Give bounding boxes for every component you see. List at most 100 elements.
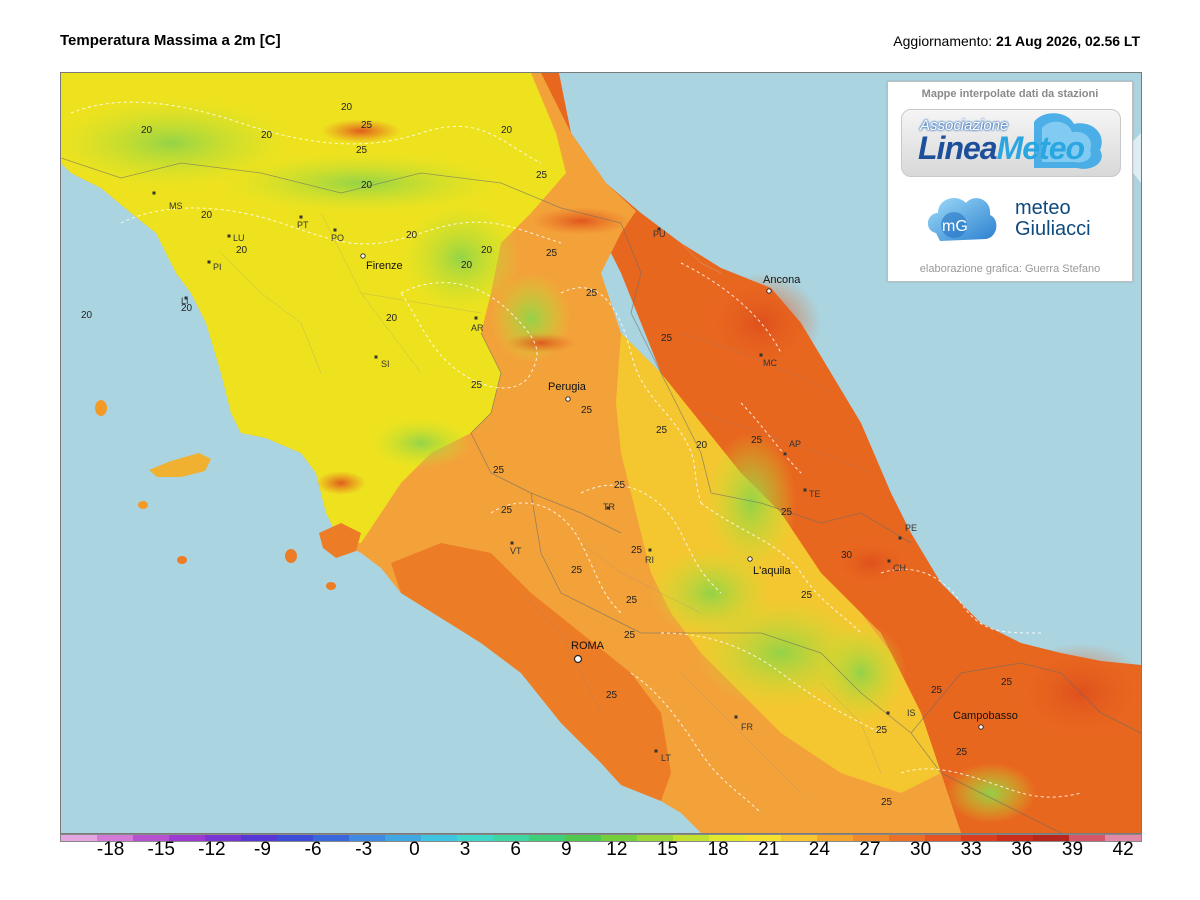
colorbar-swatch bbox=[853, 835, 889, 841]
isotherm-label: 25 bbox=[581, 405, 593, 416]
cool-zone-majella bbox=[816, 623, 906, 723]
colorbar-swatch bbox=[421, 835, 457, 841]
city-marker bbox=[360, 253, 366, 259]
cool-zone-sibillini bbox=[706, 433, 796, 573]
province-marker bbox=[887, 559, 891, 563]
colorbar-tick-label: -15 bbox=[147, 839, 175, 860]
province-label: PT bbox=[297, 220, 309, 230]
province-marker bbox=[803, 488, 807, 492]
colorbar-swatch bbox=[349, 835, 385, 841]
city-label: Ancona bbox=[763, 274, 801, 286]
city-marker bbox=[766, 288, 772, 294]
giuliacci-word-name: Giuliacci bbox=[1015, 218, 1091, 240]
province-marker bbox=[648, 548, 652, 552]
hot-spot-1 bbox=[321, 119, 401, 143]
isotherm-label: 20 bbox=[406, 230, 418, 241]
province-marker bbox=[374, 355, 378, 359]
city-label: Firenze bbox=[366, 260, 403, 272]
temperature-colorbar bbox=[60, 834, 1142, 842]
province-marker bbox=[299, 215, 303, 219]
colorbar-swatch bbox=[133, 835, 169, 841]
colorbar-swatch bbox=[169, 835, 205, 841]
province-label: PU bbox=[653, 229, 666, 239]
city-label: L'aquila bbox=[753, 565, 791, 577]
hot-spot-marche bbox=[701, 273, 821, 373]
hot-spot-tarquinia bbox=[316, 471, 366, 495]
colorbar-tick-label: 42 bbox=[1112, 839, 1134, 860]
province-marker bbox=[207, 260, 211, 264]
isotherm-label: 20 bbox=[481, 245, 493, 256]
isotherm-label: 25 bbox=[956, 747, 968, 758]
hot-spot-2 bbox=[531, 207, 631, 235]
hot-spot-3 bbox=[506, 333, 576, 353]
colorbar-swatch bbox=[781, 835, 817, 841]
isotherm-label: 25 bbox=[656, 425, 668, 436]
colorbar-swatch bbox=[277, 835, 313, 841]
colorbar-swatch bbox=[61, 835, 97, 841]
isotherm-label: 25 bbox=[356, 145, 368, 156]
province-marker bbox=[227, 234, 231, 238]
colorbar-swatch bbox=[493, 835, 529, 841]
province-boundaries bbox=[220, 212, 882, 794]
land-adriatic-strip bbox=[541, 73, 1141, 833]
island-montecristo bbox=[177, 556, 187, 564]
colorbar-tick-label: 9 bbox=[560, 839, 572, 860]
map-canvas: 20 20 20 20 20 20 20 20 20 20 20 20 20 20 25 25 25 25 25 25… bbox=[61, 73, 1141, 833]
province-label: FR bbox=[741, 722, 753, 732]
island-pianosa bbox=[138, 501, 148, 509]
giuliacci-word-meteo: meteo bbox=[1015, 197, 1071, 219]
colorbar-tick-labels: -18 -15 -12 -9 -6 -3 0 3 6 9 12 15 18 21 24 27 30 33 36 39 4… bbox=[60, 839, 1140, 863]
colorbar-swatch bbox=[241, 835, 277, 841]
isotherm-label: 25 bbox=[626, 595, 638, 606]
island-elba bbox=[149, 453, 211, 477]
panel-heading: Mappe interpolate dati da stazioni bbox=[921, 88, 1099, 100]
hot-spot-chieti bbox=[831, 538, 911, 588]
province-label: LU bbox=[233, 233, 245, 243]
province-label: PE bbox=[905, 523, 917, 533]
province-marker bbox=[606, 506, 610, 510]
province-marker bbox=[886, 711, 890, 715]
isotherm-label: 25 bbox=[624, 630, 636, 641]
colorbar-tick-label: 15 bbox=[656, 839, 679, 860]
island-capraia bbox=[95, 400, 107, 416]
province-label: TR bbox=[603, 502, 615, 512]
coast-detail bbox=[680, 242, 982, 624]
province-marker bbox=[759, 353, 763, 357]
colorbar-swatch bbox=[709, 835, 745, 841]
province-label: PO bbox=[331, 233, 344, 243]
colorbar-swatch bbox=[925, 835, 961, 841]
colorbar-tick-label: -6 bbox=[304, 839, 322, 860]
isotherm-label: 20 bbox=[696, 440, 708, 451]
province-marker bbox=[333, 228, 337, 232]
province-label: IS bbox=[907, 708, 916, 718]
isotherm-label: 20 bbox=[181, 303, 193, 314]
isotherm-label: 20 bbox=[361, 180, 373, 191]
city-marker bbox=[565, 396, 571, 402]
cool-zone-tuscan-emilian bbox=[221, 153, 501, 213]
colorbar-swatch bbox=[745, 835, 781, 841]
province-label: MC bbox=[763, 358, 777, 368]
region-boundaries bbox=[61, 157, 1141, 833]
province-label: MS bbox=[169, 201, 183, 211]
colorbar-tick-label: 0 bbox=[409, 839, 420, 860]
colorbar-swatch bbox=[673, 835, 709, 841]
province-marker bbox=[783, 452, 787, 456]
isotherm-label: 25 bbox=[536, 170, 548, 181]
province-marker bbox=[657, 227, 661, 231]
city-label: Campobasso bbox=[953, 710, 1018, 722]
update-value: 21 Aug 2026, 02.56 LT bbox=[996, 33, 1140, 49]
province-label: SI bbox=[381, 359, 390, 369]
province-marker bbox=[510, 541, 514, 545]
isotherm-label: 25 bbox=[881, 797, 893, 808]
province-marker bbox=[898, 536, 902, 540]
update-label: Aggiornamento: bbox=[893, 33, 993, 49]
isotherm-label: 25 bbox=[546, 248, 558, 259]
lineameteo-wordmark: LineaMeteo bbox=[918, 130, 1085, 166]
isotherm-label: 20 bbox=[261, 130, 273, 141]
isotherm-label: 20 bbox=[341, 102, 353, 113]
province-marker bbox=[474, 316, 478, 320]
province-label: VT bbox=[510, 546, 522, 556]
colorbar-swatch bbox=[1069, 835, 1105, 841]
isotherm-label: 20 bbox=[81, 310, 93, 321]
colorbar-swatch bbox=[961, 835, 997, 841]
